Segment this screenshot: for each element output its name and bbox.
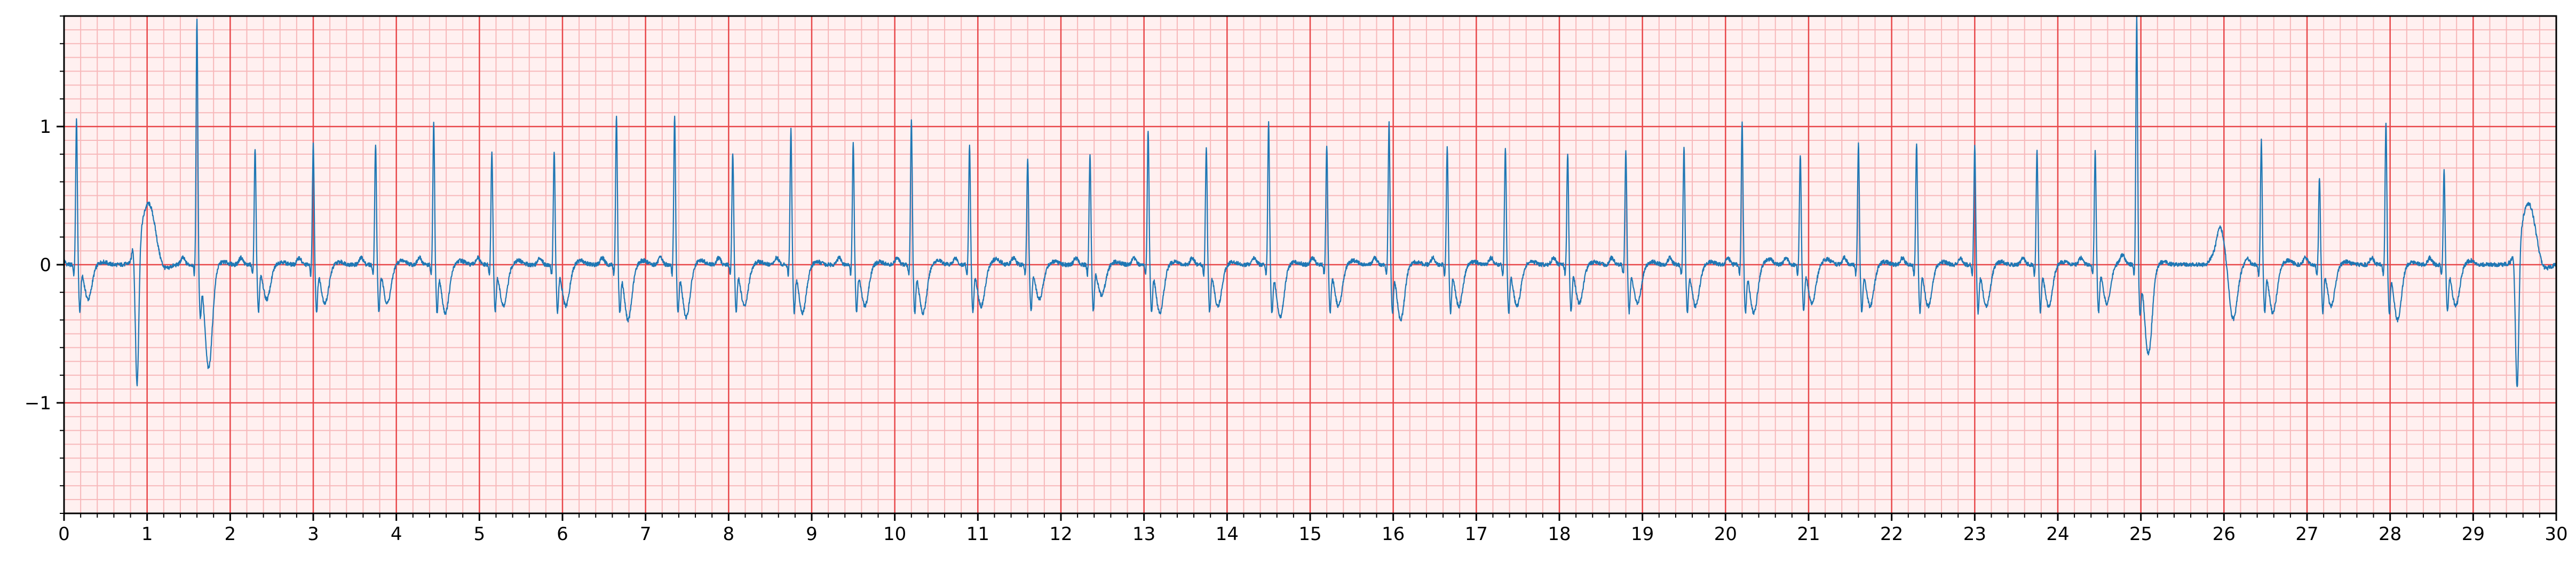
y-tick-label: 0: [39, 255, 51, 276]
x-tick-label: 19: [1631, 524, 1654, 545]
x-tick-label: 9: [806, 524, 818, 545]
x-tick-label: 26: [2213, 524, 2236, 545]
x-tick-label: 25: [2129, 524, 2152, 545]
x-tick-label: 18: [1548, 524, 1571, 545]
x-tick-label: 15: [1298, 524, 1321, 545]
x-tick-label: 20: [1714, 524, 1737, 545]
x-tick-label: 2: [225, 524, 236, 545]
x-tick-label: 28: [2379, 524, 2401, 545]
x-axis: 0 1 2 3 4 5 6 7 8 9 10 11 12 13 14 15 16 17 18 19 20 21 22 23 24…: [58, 513, 2568, 545]
ecg-trace-line: [63, 15, 2557, 387]
x-tick-label: 12: [1049, 524, 1072, 545]
x-tick-label: 16: [1382, 524, 1405, 545]
x-tick-label: 7: [640, 524, 652, 545]
x-tick-label: 11: [966, 524, 989, 545]
x-tick-label: 17: [1465, 524, 1488, 545]
x-tick-label: 22: [1880, 524, 1903, 545]
x-tick-label: 27: [2295, 524, 2318, 545]
x-tick-label: 5: [474, 524, 486, 545]
x-tick-label: 10: [883, 524, 906, 545]
x-tick-label: 21: [1797, 524, 1820, 545]
y-axis: −1 0 1: [25, 15, 64, 514]
x-tick-label: 4: [391, 524, 402, 545]
x-tick-label: 30: [2545, 524, 2567, 545]
x-tick-label: 0: [58, 524, 70, 545]
x-tick-label: 13: [1132, 524, 1155, 545]
y-tick-label: 1: [39, 116, 51, 138]
x-tick-label: 8: [723, 524, 735, 545]
x-tick-label: 23: [1963, 524, 1986, 545]
x-tick-label: 14: [1216, 524, 1239, 545]
x-tick-label: 3: [307, 524, 319, 545]
x-tick-label: 1: [141, 524, 153, 545]
x-tick-label: 29: [2462, 524, 2485, 545]
y-tick-label: −1: [25, 393, 51, 414]
x-tick-label: 6: [557, 524, 568, 545]
x-tick-label: 24: [2046, 524, 2069, 545]
